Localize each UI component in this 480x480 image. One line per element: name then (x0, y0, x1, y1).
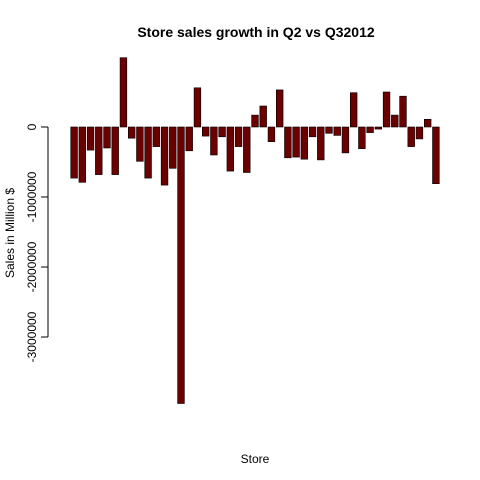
bar-store-3 (86, 126, 95, 151)
bar-store-8 (128, 126, 136, 139)
bar-store-10 (144, 126, 152, 179)
bar-store-35 (349, 92, 358, 128)
y-tick-label: -1000000 (25, 171, 39, 222)
bar-store-16 (193, 87, 202, 128)
bar-store-9 (136, 126, 144, 162)
bar-store-21 (234, 126, 243, 147)
bar-store-32 (325, 126, 333, 134)
chart-title: Store sales growth in Q2 vs Q32012 (137, 24, 375, 40)
bar-store-2 (78, 126, 86, 183)
bar-store-5 (103, 126, 111, 149)
bar-store-26 (275, 89, 284, 128)
bar-store-20 (226, 126, 235, 172)
bar-store-31 (317, 126, 325, 161)
bar-store-28 (292, 126, 300, 158)
bar-store-36 (358, 126, 366, 150)
bar-store-19 (218, 126, 226, 138)
bar-store-37 (366, 126, 374, 133)
bar-store-44 (423, 119, 432, 128)
bar-store-11 (152, 126, 161, 147)
y-tick-label: -3000000 (25, 311, 39, 362)
bar-store-24 (259, 105, 267, 128)
bar-store-6 (111, 126, 119, 175)
y-tick-label: 0 (25, 123, 39, 130)
bar-store-18 (210, 126, 218, 156)
bar-store-43 (415, 126, 424, 140)
bar-store-39 (382, 91, 391, 128)
bar-store-7 (119, 57, 128, 128)
bar-store-34 (341, 126, 350, 154)
x-axis-label: Store (241, 452, 270, 466)
bar-store-1 (70, 126, 78, 179)
bar-store-45 (432, 126, 440, 185)
bar-store-25 (267, 126, 276, 142)
bar-store-14 (177, 126, 185, 404)
bar-store-27 (284, 126, 292, 159)
bar-store-33 (333, 126, 341, 136)
y-tick-label: -2000000 (25, 241, 39, 292)
bar-store-42 (407, 126, 415, 147)
bar-store-38 (374, 126, 382, 130)
bar-store-4 (95, 126, 103, 175)
bar-store-12 (160, 126, 169, 186)
bar-store-29 (300, 126, 308, 160)
y-axis: 0 -1000000 -2000000 -3000000 (25, 123, 49, 362)
bar-store-30 (308, 126, 317, 138)
bar-store-17 (202, 126, 210, 137)
bar-store-15 (185, 126, 193, 152)
bar-store-23 (251, 114, 259, 128)
bar-store-13 (169, 126, 177, 169)
bar-store-40 (391, 114, 399, 128)
bar-store-41 (399, 95, 407, 128)
bar-store-22 (243, 126, 251, 173)
bars-group (70, 57, 440, 404)
y-axis-label: Sales in Million $ (3, 188, 17, 278)
